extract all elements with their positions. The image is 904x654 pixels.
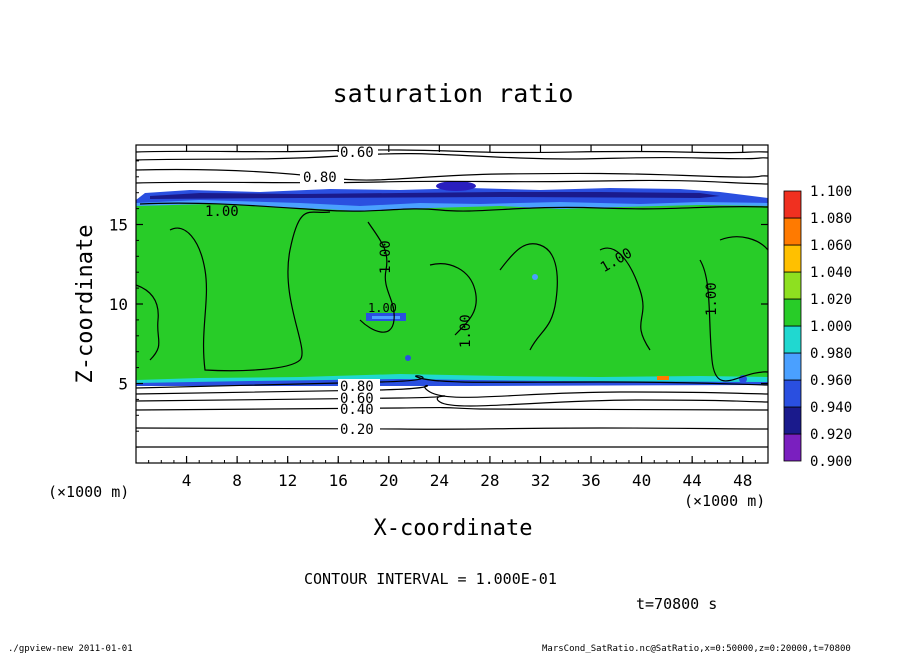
patch-6 [405,355,411,361]
patch-2 [372,316,400,319]
colorbar-label: 1.080 [810,211,852,227]
contour-label: 1.00 [704,282,720,316]
colorbar-swatch [783,244,802,273]
lower-blue-band [136,379,768,387]
contour-interval: CONTOUR INTERVAL = 1.000E-01 [304,570,557,588]
colorbar-label: 0.960 [810,373,852,389]
x-tick-label: 8 [232,471,242,490]
colorbar-swatch [783,406,802,435]
y-tick-label: 15 [109,216,128,235]
y-tick-label: 10 [109,295,128,314]
chart-title: saturation ratio [333,79,574,108]
x-tick-label: 20 [379,471,398,490]
x-unit-right: (×1000 m) [684,492,765,510]
x-tick-label: 44 [683,471,702,490]
y-tick-label: 5 [118,375,128,394]
upper-dark-band [150,192,720,199]
colorbar-swatch [783,271,802,300]
x-tick-label: 4 [182,471,192,490]
colorbar-label: 0.900 [810,454,852,470]
colorbar-label: 1.100 [810,184,852,200]
contour-label: 1.00 [378,240,394,274]
contour-label: 1.00 [458,314,474,348]
contour-label: 0.20 [340,422,374,438]
cloud-blob [436,181,476,191]
x-axis-label: X-coordinate [374,516,533,541]
x-tick-label: 24 [430,471,449,490]
x-tick-label: 12 [278,471,297,490]
time-label: t=70800 s [636,595,717,613]
contour-label: 1.00 [368,301,397,315]
colorbar-label: 1.000 [810,319,852,335]
x-tick-label: 16 [329,471,348,490]
colorbar-swatch [783,352,802,381]
footer-left: ./gpview-new 2011-01-01 [8,644,133,654]
colorbar-swatch [783,217,802,246]
y-axis-label: Z-coordinate [73,225,98,384]
colorbar-label: 1.060 [810,238,852,254]
colorbar-swatch [783,298,802,327]
colorbar-swatch [783,379,802,408]
saturated-region [136,204,768,384]
x-tick-label: 48 [733,471,752,490]
contour-label: 0.40 [340,402,374,418]
colorbar-label: 0.980 [810,346,852,362]
colorbar-label: 0.940 [810,400,852,416]
colorbar-swatch [783,190,802,219]
x-tick-label: 28 [480,471,499,490]
lower-region [136,386,768,463]
x-tick-label: 32 [531,471,550,490]
contour-lines [136,149,768,448]
colorbar-label: 1.020 [810,292,852,308]
colorbar-swatch [783,433,802,462]
plot-area: 0.60 0.80 1.00 1.00 1.00 1.00 1.00 0.80 … [136,145,768,463]
colorbar-label: 1.040 [810,265,852,281]
contour-label: 1.00 [205,204,239,220]
colorbar: 0.900 0.920 0.940 0.960 0.980 1.000 1.020 1.040… [783,184,852,470]
patch-3 [657,376,669,380]
colorbar-swatch [783,325,802,354]
contour-label: 0.80 [303,170,337,186]
x-tick-label: 40 [632,471,651,490]
colorbar-label: 0.920 [810,427,852,443]
x-unit-left: (×1000 m) [48,483,129,501]
contour-label: 0.80 [340,379,374,395]
patch-5 [532,274,538,280]
contour-label: 0.60 [340,145,374,161]
footer-right: MarsCond_SatRatio.nc@SatRatio,x=0:50000,… [542,644,851,654]
x-axis: 4 8 12 16 20 24 28 32 36 40 44 48 [148,145,756,490]
y-axis: 5 10 15 [109,160,768,448]
x-tick-label: 36 [581,471,600,490]
